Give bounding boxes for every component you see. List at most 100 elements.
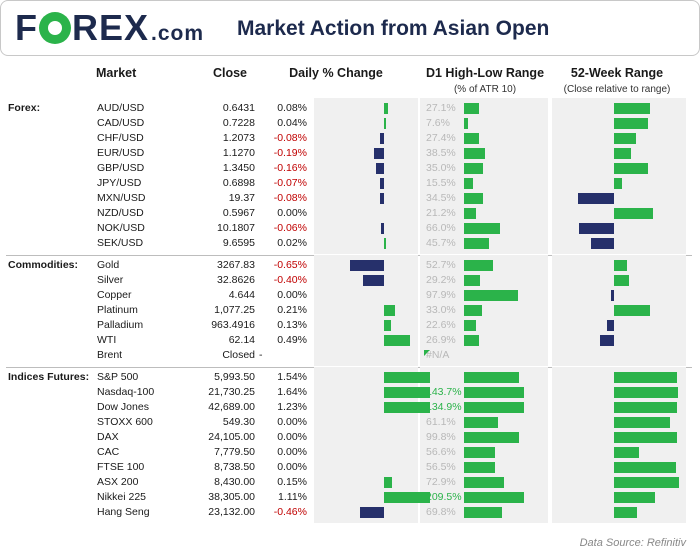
table-row[interactable]: S&P 500 5,993.50 1.54% (0, 370, 700, 385)
table-row[interactable]: DAX 24,105.00 0.00% 99.8% (0, 430, 700, 445)
d1-range-bar (464, 193, 483, 204)
market-name: CAD/USD (97, 117, 145, 129)
close-value: 62.14 (228, 334, 255, 346)
table-row[interactable]: STOXX 600 549.30 0.00% 61.1% (0, 415, 700, 430)
table-row[interactable]: GBP/USD 1.3450 -0.16% 35.0% (0, 161, 700, 176)
col-header-daily-change: Daily % Change (289, 66, 383, 80)
close-value: 963.4916 (211, 319, 255, 331)
daily-change-value: 0.00% (277, 431, 307, 443)
d1-range-bar (464, 260, 493, 271)
daily-change-panel (314, 255, 418, 366)
table-row[interactable]: CHF/USD 1.2073 -0.08% 27.4% (0, 131, 700, 146)
daily-change-value: 0.15% (277, 476, 307, 488)
wk52-range-bar (577, 193, 614, 204)
close-value: 3267.83 (217, 259, 255, 271)
wk52-range-bar (614, 492, 655, 503)
atr-percent: 134.9% (426, 401, 462, 413)
atr-percent: 99.8% (426, 431, 456, 443)
forex-logo[interactable]: F REX.com (15, 7, 204, 49)
market-name: Nikkei 225 (97, 491, 147, 503)
market-name: Copper (97, 289, 132, 301)
daily-change-value: -0.06% (273, 222, 307, 234)
daily-change-value: -0.16% (273, 162, 307, 174)
daily-change-bar (384, 335, 410, 346)
table-row[interactable]: MXN/USD 19.37 -0.08% 34.5% (0, 191, 700, 206)
table-row[interactable]: JPY/USD 0.6898 -0.07% 15.5% (0, 176, 700, 191)
atr-percent: 7.6% (426, 117, 450, 129)
table-row[interactable]: Platinum 1,077.25 0.21% 33.0% (0, 303, 700, 318)
d1-range-bar (464, 492, 524, 503)
table-row[interactable]: NZD/USD 0.5967 0.00% 21.2% (0, 206, 700, 221)
wk52-range-bar (614, 462, 676, 473)
close-value: 1.2073 (222, 132, 255, 144)
table-row[interactable]: CAC 7,779.50 0.00% 56.6% (0, 445, 700, 460)
table-row[interactable]: EUR/USD 1.1270 -0.19% 38.5% (0, 146, 700, 161)
market-name: Platinum (97, 304, 138, 316)
table-row[interactable]: Copper 4.644 0.00% 97.9% (0, 288, 700, 303)
daily-change-value: 1.64% (277, 386, 307, 398)
wk52-range-bar (611, 290, 614, 301)
table-row[interactable]: Gold 3267.83 -0.65% 52.7% (0, 258, 700, 273)
table-row[interactable]: ASX 200 8,430.00 0.15% 72.9% (0, 475, 700, 490)
table-row[interactable]: FTSE 100 8,738.50 0.00% 56.5% (0, 460, 700, 475)
market-name: Gold (97, 259, 120, 271)
daily-change-value: 0.00% (277, 461, 307, 473)
market-name: WTI (97, 334, 117, 346)
close-value: 9.6595 (222, 237, 255, 249)
table-row[interactable]: WTI 62.14 0.49% 26.9% (0, 333, 700, 348)
close-value: Closed (222, 349, 255, 361)
table-row[interactable]: Hang Seng 23,132.00 -0.46% 69.8% (0, 505, 700, 520)
daily-change-bar (384, 305, 396, 316)
market-name: NZD/USD (97, 207, 144, 219)
daily-change-value: -0.08% (273, 132, 307, 144)
d1-range-bar (464, 477, 505, 488)
atr-percent: 61.1% (426, 416, 456, 428)
daily-change-bar (373, 148, 384, 159)
wk52-range-bar (614, 477, 680, 488)
market-name: ASX 200 (97, 476, 139, 488)
table-row[interactable]: AUD/USD 0.6431 0.08% 27.1% (0, 101, 700, 116)
close-value: 1.1270 (222, 147, 255, 159)
close-value: 32.8626 (217, 274, 255, 286)
logo-text-right: REX (72, 7, 150, 48)
daily-change-bar (379, 193, 384, 204)
market-name: EUR/USD (97, 147, 145, 159)
market-name: Nasdaq-100 (97, 386, 155, 398)
atr-percent: 66.0% (426, 222, 456, 234)
table-row[interactable]: Nasdaq-100 21,730.25 1.64% 143.7% (0, 385, 700, 400)
table-row[interactable]: Brent Closed - #N/A (0, 348, 700, 363)
market-name: GBP/USD (97, 162, 145, 174)
atr-percent: 35.0% (426, 162, 456, 174)
close-value: 0.6898 (222, 177, 255, 189)
d1-range-bar (464, 507, 503, 518)
d1-range-bar (464, 387, 524, 398)
table-row[interactable]: CAD/USD 0.7228 0.04% 7.6% (0, 116, 700, 131)
close-value: 0.7228 (222, 117, 255, 129)
atr-percent: 38.5% (426, 147, 456, 159)
table-row[interactable]: Palladium 963.4916 0.13% 22.6% (0, 318, 700, 333)
daily-change-value: 1.54% (277, 371, 307, 383)
atr-percent: 15.5% (426, 177, 456, 189)
wk52-range-bar (614, 417, 670, 428)
daily-change-bar (379, 133, 384, 144)
wk52-range-bar (614, 372, 677, 383)
market-name: Brent (97, 349, 123, 361)
market-name: Silver (97, 274, 124, 286)
wk52-range-bar (614, 507, 638, 518)
daily-change-value: -0.46% (273, 506, 307, 518)
col-header-d1-range: D1 High-Low Range (425, 66, 545, 80)
table-row[interactable]: Dow Jones 42,689.00 1.23% 134.9% (0, 400, 700, 415)
daily-change-bar (384, 387, 430, 398)
group-label: Commodities: (8, 259, 79, 271)
daily-change-bar (362, 275, 384, 286)
market-name: Hang Seng (97, 506, 150, 518)
table-row[interactable]: Silver 32.8626 -0.40% 29.2% (0, 273, 700, 288)
d1-range-bar (464, 208, 476, 219)
d1-range-bar (464, 305, 483, 316)
wk52-range-bar (614, 402, 677, 413)
daily-change-value: 0.08% (277, 102, 307, 114)
atr-percent: 22.6% (426, 319, 456, 331)
table-row[interactable]: SEK/USD 9.6595 0.02% 45.7% (0, 236, 700, 251)
table-row[interactable]: Nikkei 225 38,305.00 1.11% 209.5% (0, 490, 700, 505)
table-row[interactable]: NOK/USD 10.1807 -0.06% 66.0% (0, 221, 700, 236)
